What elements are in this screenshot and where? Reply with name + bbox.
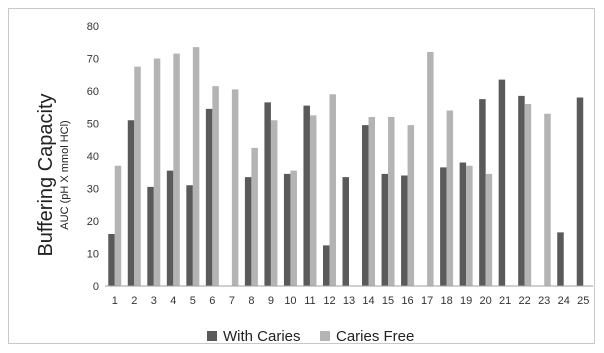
- bar-with-caries-13: [342, 177, 349, 286]
- legend-swatch-with-caries: [207, 331, 217, 341]
- bars: [108, 47, 584, 286]
- y-tick-label: 60: [87, 86, 99, 98]
- bar-with-caries-16: [401, 175, 408, 286]
- x-tick-label: 10: [284, 295, 296, 307]
- bar-caries-free-7: [231, 89, 239, 286]
- y-tick-label: 10: [87, 249, 99, 261]
- bar-with-caries-9: [264, 102, 271, 286]
- bar-with-caries-14: [362, 125, 369, 286]
- bar-caries-free-17: [427, 52, 434, 286]
- x-tick-label: 6: [209, 295, 215, 307]
- bar-caries-free-5: [192, 47, 200, 286]
- x-tick-label: 17: [421, 295, 433, 307]
- y-tick-label: 0: [93, 281, 99, 293]
- x-tick-label: 1: [112, 295, 118, 307]
- bar-with-caries-25: [576, 97, 584, 286]
- bar-with-caries-15: [381, 173, 389, 286]
- chart-frame: [8, 8, 595, 344]
- bar-with-caries-3: [147, 186, 154, 286]
- x-tick-label: 19: [460, 295, 472, 307]
- bar-with-caries-21: [498, 79, 506, 286]
- legend-swatch-caries-free: [320, 331, 330, 341]
- bar-caries-free-14: [368, 117, 376, 286]
- bar-caries-free-8: [251, 147, 258, 286]
- legend: With Caries Caries Free: [207, 328, 414, 345]
- x-tick-label: 15: [382, 295, 394, 307]
- x-tick-label: 11: [304, 295, 315, 307]
- x-tick-label: 18: [440, 295, 452, 307]
- bar-caries-free-22: [524, 104, 532, 286]
- x-axis-ticks: 1 2 3 4 5 6 7 8 9 10 11 12 13 14 15 16 17 18 19 20 21 22 23 24 2…: [112, 295, 590, 307]
- bar-caries-free-23: [544, 113, 551, 286]
- bar-caries-free-9: [270, 120, 278, 286]
- x-tick-label: 16: [401, 295, 413, 307]
- bar-with-caries-22: [518, 95, 525, 286]
- bar-with-caries-10: [283, 173, 291, 286]
- y-tick-label: 50: [87, 119, 99, 131]
- y-tick-label: 40: [87, 151, 99, 163]
- bar-with-caries-20: [479, 99, 486, 286]
- bar-caries-free-4: [173, 53, 180, 286]
- y-axis-ticks: 0 10 20 30 40 50 60 70 80: [87, 21, 99, 293]
- x-tick-label: 25: [577, 295, 589, 307]
- x-tick-label: 2: [131, 295, 137, 307]
- y-axis-title: Buffering Capacity: [35, 93, 57, 256]
- x-tick-label: 24: [558, 295, 570, 307]
- legend-label-with-caries: With Caries: [223, 328, 301, 345]
- bar-caries-free-12: [329, 94, 336, 286]
- bar-with-caries-1: [108, 234, 115, 286]
- bar-with-caries-18: [440, 167, 447, 286]
- y-axis-subtitle: AUC (pH X mmol HCl): [59, 120, 71, 229]
- x-tick-label: 20: [480, 295, 492, 307]
- bar-with-caries-24: [557, 232, 564, 286]
- x-tick-label: 3: [151, 295, 157, 307]
- bar-caries-free-1: [114, 165, 122, 286]
- x-tick-label: 8: [248, 295, 254, 307]
- x-tick-label: 22: [519, 295, 531, 307]
- y-tick-label: 70: [87, 54, 99, 66]
- x-tick-label: 5: [190, 295, 196, 307]
- bar-caries-free-20: [485, 173, 493, 286]
- x-tick-label: 9: [268, 295, 274, 307]
- bar-caries-free-19: [466, 165, 473, 286]
- x-tick-label: 12: [323, 295, 335, 307]
- y-tick-label: 20: [87, 216, 99, 228]
- legend-label-caries-free: Caries Free: [336, 328, 414, 345]
- bar-with-caries-4: [166, 170, 174, 286]
- bar-caries-free-16: [407, 125, 415, 286]
- x-tick-label: 13: [343, 295, 355, 307]
- bar-with-caries-12: [322, 245, 330, 286]
- y-tick-label: 30: [87, 184, 99, 196]
- x-tick-label: 4: [170, 295, 176, 307]
- x-tick-label: 21: [499, 295, 511, 307]
- bar-with-caries-2: [127, 120, 135, 286]
- bar-caries-free-11: [309, 115, 317, 286]
- bar-with-caries-8: [244, 177, 252, 286]
- bar-with-caries-19: [459, 162, 467, 286]
- bar-caries-free-2: [134, 66, 141, 286]
- bar-caries-free-6: [212, 86, 219, 286]
- bar-caries-free-18: [446, 110, 454, 286]
- bar-with-caries-6: [205, 108, 213, 286]
- y-tick-label: 80: [87, 21, 99, 33]
- bar-caries-free-15: [388, 117, 395, 286]
- bar-with-caries-11: [303, 105, 310, 286]
- x-tick-label: 7: [229, 295, 235, 307]
- bar-caries-free-3: [153, 58, 161, 286]
- x-tick-label: 14: [362, 295, 374, 307]
- bar-with-caries-5: [186, 185, 193, 286]
- bar-caries-free-10: [290, 170, 297, 286]
- x-tick-label: 23: [538, 295, 550, 307]
